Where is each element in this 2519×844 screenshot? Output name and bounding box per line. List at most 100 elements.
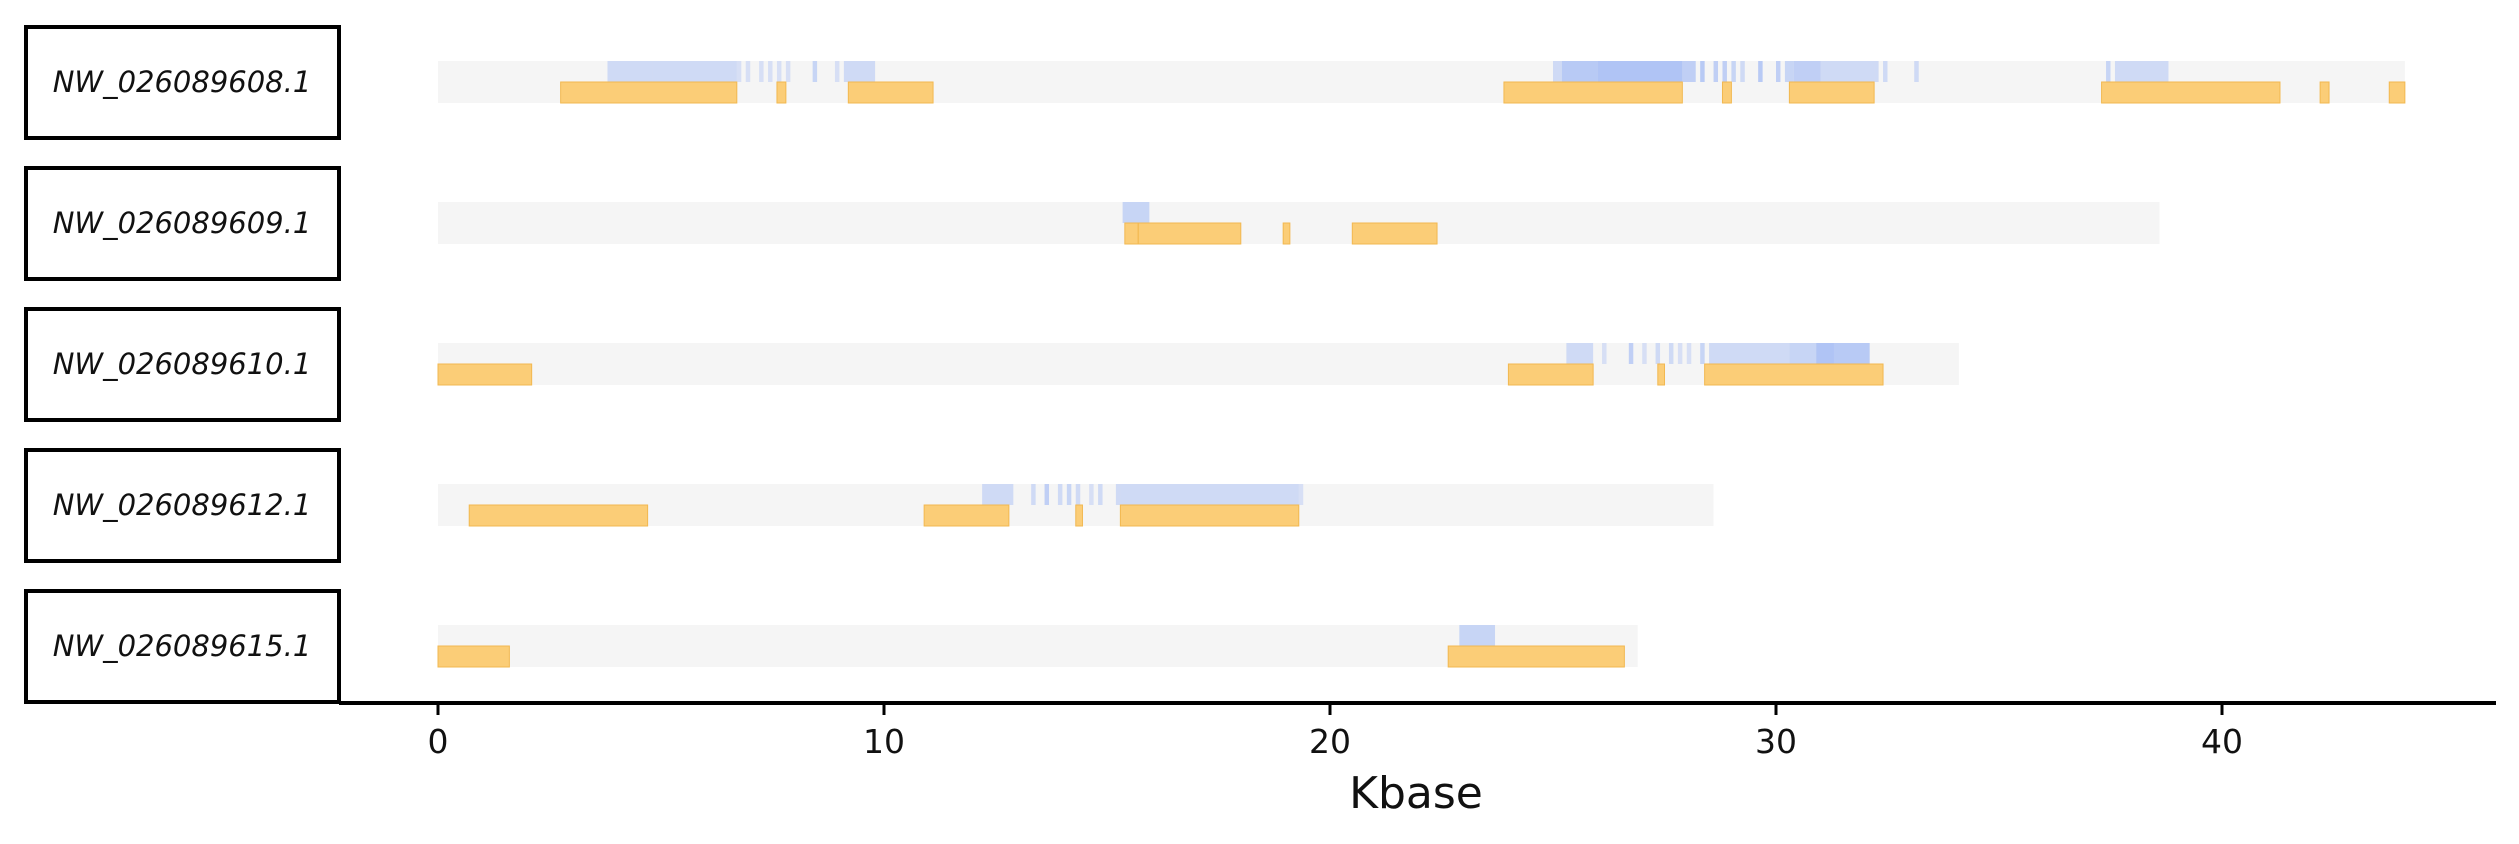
contig-label-box xyxy=(24,448,341,563)
blue-feature xyxy=(2114,61,2169,82)
blue-feature xyxy=(1075,484,1081,505)
blue-feature xyxy=(1553,61,1562,82)
blue-feature xyxy=(1115,484,1121,505)
blue-feature xyxy=(776,61,782,82)
contig-label-box xyxy=(24,166,341,281)
x-tick-label: 20 xyxy=(1309,722,1351,761)
blue-feature xyxy=(1682,61,1696,82)
blue-feature xyxy=(1700,343,1705,364)
orange-feature xyxy=(2319,81,2330,104)
orange-feature xyxy=(1282,222,1291,245)
orange-feature xyxy=(1447,645,1625,668)
orange-feature xyxy=(1137,222,1242,245)
blue-feature xyxy=(1722,61,1727,82)
orange-feature xyxy=(1351,222,1438,245)
track-row xyxy=(438,61,2406,104)
track-row xyxy=(438,484,1714,527)
tracks-layer xyxy=(437,61,2406,668)
blue-feature xyxy=(1816,343,1834,364)
blue-feature xyxy=(1602,343,1607,364)
blue-feature xyxy=(1642,343,1647,364)
blue-feature xyxy=(607,61,653,82)
blue-feature xyxy=(1044,484,1050,505)
contig-label: NW_026089612.1 xyxy=(24,448,341,563)
blue-feature xyxy=(1561,61,1598,82)
blue-feature xyxy=(1057,484,1063,505)
orange-feature xyxy=(1788,81,1875,104)
x-tick-label: 40 xyxy=(2201,722,2243,761)
blue-feature xyxy=(1089,484,1094,505)
x-tick-label: 30 xyxy=(1755,722,1797,761)
blue-feature xyxy=(1713,61,1719,82)
x-axis: Kbase 0 10 20 30 40 xyxy=(339,701,2496,819)
contig-name: NW_026089610.1 xyxy=(53,347,312,381)
blue-feature xyxy=(1031,484,1036,505)
x-axis-label: Kbase xyxy=(1349,768,1483,819)
blue-feature xyxy=(1098,484,1103,505)
blue-feature xyxy=(745,61,751,82)
blue-feature xyxy=(1597,61,1683,82)
blue-feature xyxy=(652,61,737,82)
blue-feature xyxy=(768,61,773,82)
blue-feature xyxy=(1459,625,1496,646)
blue-feature xyxy=(736,61,742,82)
orange-feature xyxy=(1124,222,1139,245)
blue-feature xyxy=(1655,343,1661,364)
blue-feature xyxy=(1883,61,1888,82)
blue-feature xyxy=(834,61,840,82)
blue-feature xyxy=(1740,61,1745,82)
blue-feature xyxy=(1731,61,1736,82)
orange-feature xyxy=(923,504,1010,527)
x-tick-label: 10 xyxy=(863,722,905,761)
blue-feature xyxy=(1758,61,1763,82)
orange-feature xyxy=(560,81,738,104)
orange-feature xyxy=(1721,81,1732,104)
blue-feature xyxy=(1298,484,1304,505)
contig-name: NW_026089612.1 xyxy=(53,488,312,522)
blue-feature xyxy=(1776,61,1781,82)
blue-feature xyxy=(1120,484,1299,505)
contig-label: NW_026089609.1 xyxy=(24,166,341,281)
orange-feature xyxy=(776,81,787,104)
blue-feature xyxy=(982,484,1014,505)
orange-feature xyxy=(1119,504,1300,527)
blue-feature xyxy=(759,61,764,82)
orange-feature xyxy=(2101,81,2281,104)
blue-feature xyxy=(1668,343,1674,364)
blue-feature xyxy=(1784,61,1794,82)
blue-feature xyxy=(2106,61,2111,82)
blue-feature xyxy=(1874,61,1879,82)
blue-feature xyxy=(1820,61,1875,82)
orange-feature xyxy=(437,645,510,668)
orange-feature xyxy=(1704,363,1884,386)
track-row xyxy=(438,202,2160,245)
orange-feature xyxy=(468,504,649,527)
contig-label: NW_026089608.1 xyxy=(24,25,341,140)
blue-feature xyxy=(1686,343,1692,364)
blue-feature xyxy=(1793,61,1821,82)
blue-feature xyxy=(1566,343,1594,364)
blue-feature xyxy=(785,61,791,82)
orange-feature xyxy=(1507,363,1594,386)
contig-labels-layer: NW_026089608.1 NW_026089609.1 NW_026089610… xyxy=(24,25,341,704)
contig-name: NW_026089608.1 xyxy=(53,65,312,99)
orange-feature xyxy=(1503,81,1683,104)
blue-feature xyxy=(843,61,876,82)
track-background xyxy=(438,202,2160,244)
blue-feature xyxy=(1914,61,1919,82)
orange-feature xyxy=(437,363,533,386)
orange-feature xyxy=(2388,81,2406,104)
orange-feature xyxy=(1657,363,1666,386)
track-background xyxy=(438,625,1638,667)
track-row xyxy=(437,625,1638,668)
contig-label-box xyxy=(24,307,341,422)
blue-feature xyxy=(1677,343,1683,364)
blue-feature xyxy=(1122,202,1150,223)
contig-label: NW_026089610.1 xyxy=(24,307,341,422)
blue-feature xyxy=(812,61,818,82)
contig-label-box xyxy=(24,589,341,704)
blue-feature xyxy=(1628,343,1634,364)
contig-name: NW_026089609.1 xyxy=(53,206,312,240)
x-tick-label: 0 xyxy=(428,722,449,761)
